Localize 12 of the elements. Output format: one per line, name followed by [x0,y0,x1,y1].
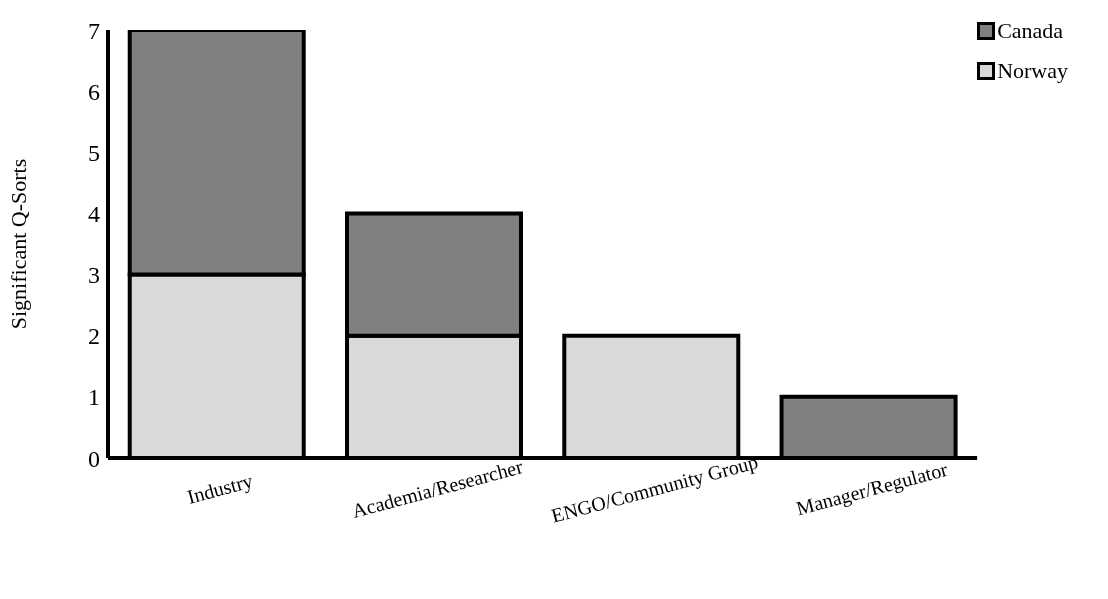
y-tick-label: 7 [88,17,100,44]
y-tick-label: 0 [88,445,100,472]
y-axis-title: Significant Q-Sorts [5,158,31,330]
y-tick-label: 1 [88,384,100,411]
y-tick-label: 3 [88,262,100,289]
x-tick-label: Industry [184,469,256,509]
legend-label: Norway [997,58,1068,84]
legend-label: Canada [997,18,1064,44]
y-tick-label: 4 [88,200,100,227]
y-tick-label: 6 [88,78,100,105]
y-tick-label: 2 [88,323,100,350]
y-tick-label: 5 [88,139,100,166]
